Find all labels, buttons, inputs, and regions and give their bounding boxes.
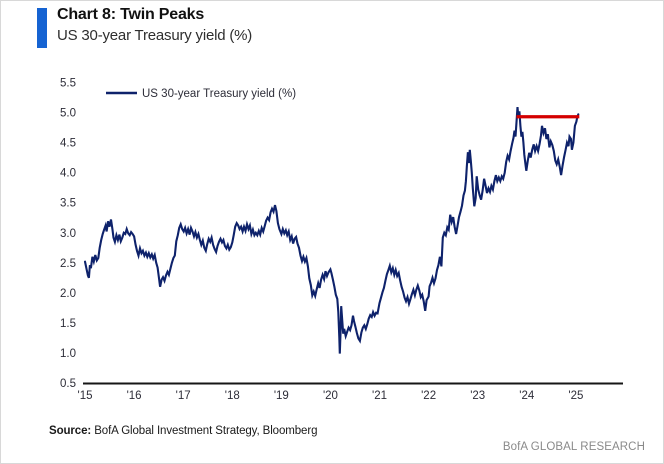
x-tick-label: '22 [421, 390, 436, 402]
y-tick-label: 5.5 [60, 78, 76, 90]
x-tick-label: '23 [470, 390, 485, 402]
x-tick-label: '15 [78, 390, 93, 402]
legend: US 30-year Treasury yield (%) [106, 88, 296, 100]
source-label: Source: [49, 425, 92, 437]
x-tick-label: '16 [127, 390, 142, 402]
x-tick-label: '24 [519, 390, 535, 402]
y-tick-label: 3.0 [60, 228, 76, 240]
x-tick-label: '25 [568, 390, 583, 402]
y-tick-label: 4.5 [60, 138, 76, 150]
x-tick-label: '19 [274, 390, 289, 402]
x-tick-label: '21 [372, 390, 387, 402]
y-tick-label: 1.0 [60, 348, 76, 360]
legend-label: US 30-year Treasury yield (%) [142, 88, 296, 100]
y-tick-label: 2.0 [60, 288, 76, 300]
yield-series-line [83, 107, 580, 354]
brand-research-label: BofA GLOBAL RESEARCH [502, 441, 645, 453]
chart-title: Chart 8: Twin Peaks [57, 6, 205, 23]
y-tick-label: 0.5 [60, 378, 76, 390]
y-tick-label: 4.0 [60, 168, 76, 180]
y-tick-label: 2.5 [60, 258, 76, 270]
chart-subtitle: US 30-year Treasury yield (%) [57, 27, 253, 44]
title-accent-bar [37, 8, 47, 48]
source-line: Source: BofA Global Investment Strategy,… [49, 425, 317, 437]
x-tick-label: '20 [323, 390, 338, 402]
x-tick-label: '18 [225, 390, 240, 402]
x-tick-label: '17 [176, 390, 191, 402]
source-text: BofA Global Investment Strategy, Bloombe… [91, 425, 318, 437]
x-axis-tick-labels: '15 '16 '17 '18 '19 '20 '21 '22 '23 '24 '25 [78, 390, 584, 402]
y-tick-label: 1.5 [60, 318, 76, 330]
y-tick-label: 3.5 [60, 198, 76, 210]
y-tick-label: 5.0 [60, 108, 76, 120]
y-axis-tick-labels: 5.5 5.0 4.5 4.0 3.5 3.0 2.5 2.0 1.5 1.0 0.5 [60, 78, 76, 391]
